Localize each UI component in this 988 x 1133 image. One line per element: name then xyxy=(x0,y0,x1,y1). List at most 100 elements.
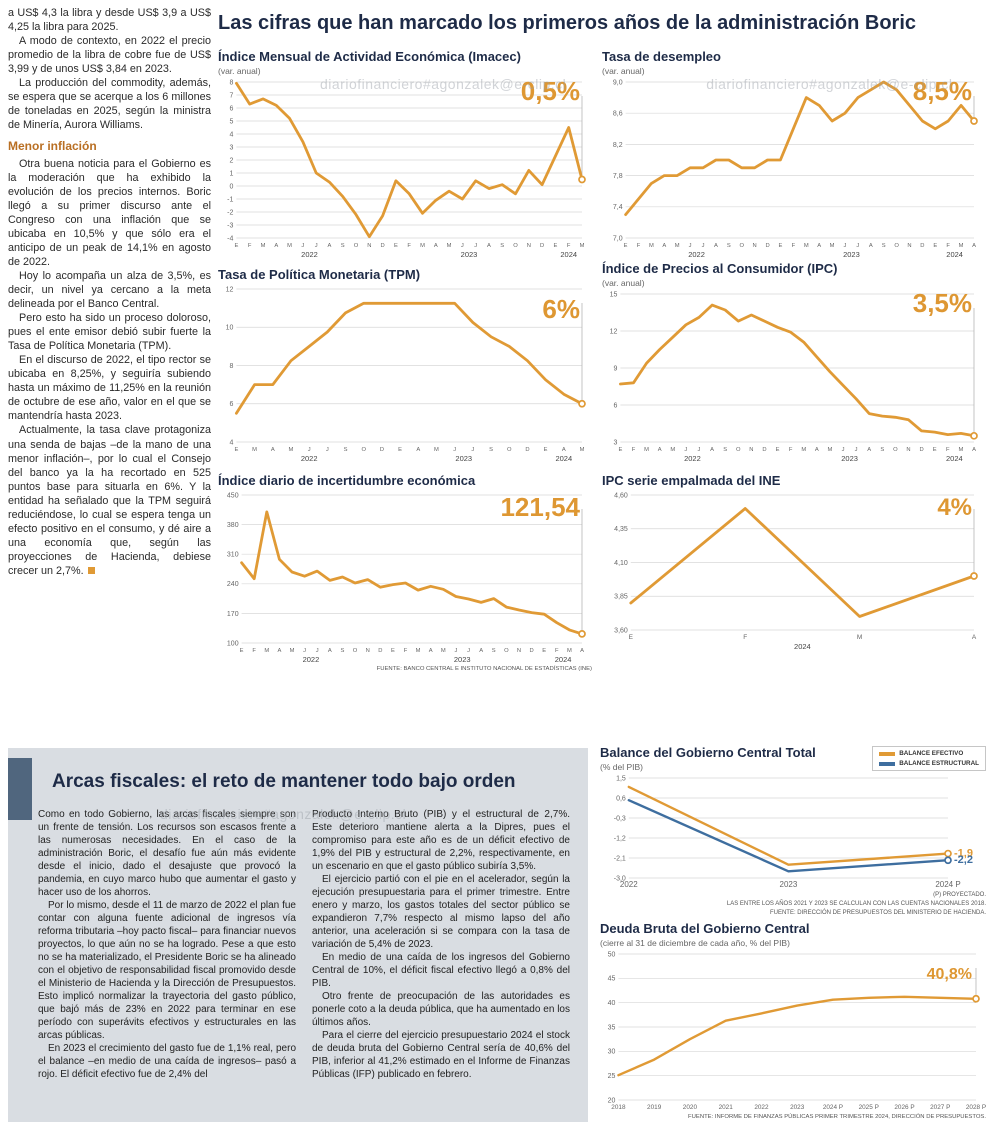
chart-subtitle: (var. anual) xyxy=(602,277,645,288)
efectivo-swatch xyxy=(879,751,896,756)
svg-text:45: 45 xyxy=(608,975,616,982)
svg-text:E: E xyxy=(618,447,622,453)
svg-text:J: J xyxy=(474,243,477,249)
fiscal-article-box: Arcas fiscales: el reto de mantener todo… xyxy=(8,748,588,1122)
svg-text:2022: 2022 xyxy=(684,454,701,463)
svg-text:2023: 2023 xyxy=(843,250,860,259)
svg-text:A: A xyxy=(416,447,420,453)
svg-text:2026 P: 2026 P xyxy=(894,1104,914,1111)
svg-text:J: J xyxy=(461,243,464,249)
svg-text:O: O xyxy=(361,447,366,453)
svg-text:J: J xyxy=(855,447,858,453)
paragraph: Otra buena noticia para el Gobierno es l… xyxy=(8,157,211,269)
intro-paragraphs: a US$ 4,3 la libra y desde US$ 3,9 a US$… xyxy=(8,6,211,132)
svg-text:M: M xyxy=(649,243,654,249)
svg-text:E: E xyxy=(933,447,937,453)
svg-text:0,6: 0,6 xyxy=(616,795,626,802)
svg-text:30: 30 xyxy=(608,1048,616,1055)
svg-text:N: N xyxy=(367,243,371,249)
svg-text:-3: -3 xyxy=(227,222,233,229)
svg-text:-4: -4 xyxy=(227,235,233,242)
svg-text:20: 20 xyxy=(608,1097,616,1104)
svg-text:7,8: 7,8 xyxy=(613,173,623,180)
svg-text:2022: 2022 xyxy=(301,454,318,463)
svg-text:F: F xyxy=(632,447,636,453)
chart-subtitle: (var. anual) xyxy=(218,65,261,76)
svg-text:2028 P: 2028 P xyxy=(966,1104,986,1111)
svg-text:2023: 2023 xyxy=(454,655,471,664)
legend-label: BALANCE ESTRUCTURAL xyxy=(899,760,979,767)
chart-desempleo: Tasa de desempleo (var. anual) 9,0 8,6 8,2… xyxy=(602,49,984,260)
svg-text:F: F xyxy=(555,648,559,654)
svg-text:E: E xyxy=(398,447,402,453)
svg-text:N: N xyxy=(527,243,531,249)
svg-text:F: F xyxy=(792,243,796,249)
svg-text:M: M xyxy=(420,243,425,249)
svg-text:-1,2: -1,2 xyxy=(614,835,626,842)
svg-text:M: M xyxy=(264,648,269,654)
svg-text:N: N xyxy=(749,447,753,453)
source-note: FUENTE: INFORME DE FINANZAS PÚBLICAS PRI… xyxy=(688,1114,986,1120)
svg-text:4: 4 xyxy=(229,439,233,446)
svg-text:2024: 2024 xyxy=(555,454,572,463)
svg-text:E: E xyxy=(779,243,783,249)
empalmada-latest-value: 4% xyxy=(937,494,972,521)
svg-text:A: A xyxy=(562,447,566,453)
svg-text:M: M xyxy=(580,243,585,249)
svg-text:-2,1: -2,1 xyxy=(614,855,626,862)
svg-text:3,85: 3,85 xyxy=(614,593,628,600)
svg-text:2024 P: 2024 P xyxy=(823,1104,843,1111)
paragraph: La producción del commodity, además, se … xyxy=(8,77,211,132)
svg-text:2021: 2021 xyxy=(719,1104,734,1111)
svg-text:A: A xyxy=(815,447,819,453)
svg-text:S: S xyxy=(341,648,345,654)
svg-text:8: 8 xyxy=(229,362,233,369)
chart-ipc-empalmada: IPC serie empalmada del INE 4,60 4,35 4,10… xyxy=(602,473,984,652)
svg-text:2027 P: 2027 P xyxy=(930,1104,950,1111)
svg-text:2020: 2020 xyxy=(683,1104,698,1111)
svg-text:2024: 2024 xyxy=(555,655,572,664)
svg-text:50: 50 xyxy=(608,951,616,958)
chart-title: Deuda Bruta del Gobierno Central xyxy=(600,921,810,936)
svg-text:2023: 2023 xyxy=(841,454,858,463)
svg-text:2: 2 xyxy=(229,157,233,164)
svg-text:E: E xyxy=(624,243,628,249)
svg-text:O: O xyxy=(893,447,898,453)
svg-text:J: J xyxy=(454,648,457,654)
svg-text:J: J xyxy=(844,243,847,249)
svg-text:-3,0: -3,0 xyxy=(614,875,626,882)
svg-text:A: A xyxy=(972,447,976,453)
paragraph: A modo de contexto, en 2022 el precio pr… xyxy=(8,35,211,76)
svg-text:M: M xyxy=(447,243,452,249)
svg-text:A: A xyxy=(867,447,871,453)
svg-text:S: S xyxy=(727,243,731,249)
title-accent-bar xyxy=(8,758,32,820)
paragraph: En 2023 el crecimiento del gasto fue de … xyxy=(38,1042,296,1080)
svg-text:380: 380 xyxy=(227,522,239,529)
svg-text:2022: 2022 xyxy=(620,880,638,889)
svg-text:N: N xyxy=(753,243,757,249)
svg-text:A: A xyxy=(328,243,332,249)
estructural-swatch xyxy=(879,761,896,766)
paragraph: En medio de una caída de los ingresos de… xyxy=(312,951,570,989)
svg-text:5: 5 xyxy=(229,118,233,125)
svg-text:15: 15 xyxy=(610,291,618,298)
chart-ipc: Índice de Precios al Consumidor (IPC) (v… xyxy=(602,261,984,464)
paragraph: LAS ENTRE LOS AÑOS 2021 Y 2023 SE CALCUL… xyxy=(726,901,986,907)
svg-text:O: O xyxy=(504,648,509,654)
svg-text:N: N xyxy=(907,243,911,249)
svg-text:E: E xyxy=(240,648,244,654)
svg-text:2024: 2024 xyxy=(794,642,811,651)
source-note: FUENTE: BANCO CENTRAL E INSTITUTO NACION… xyxy=(376,666,592,672)
svg-text:A: A xyxy=(580,648,584,654)
balance-footnotes: (P) PROYECTADO. LAS ENTRE LOS AÑOS 2021 Y… xyxy=(600,891,986,918)
svg-text:6: 6 xyxy=(613,402,617,409)
svg-text:F: F xyxy=(743,634,747,641)
tpm-plot-area: 12 10 8 6 4 E M A M J J S O D E A M J J S O D E A M 2022 2023 2024 xyxy=(218,283,592,464)
svg-text:S: S xyxy=(489,447,493,453)
svg-text:M: M xyxy=(801,447,806,453)
svg-text:A: A xyxy=(658,447,662,453)
paragraph: El ejercicio partió con el pie en el ace… xyxy=(312,873,570,950)
